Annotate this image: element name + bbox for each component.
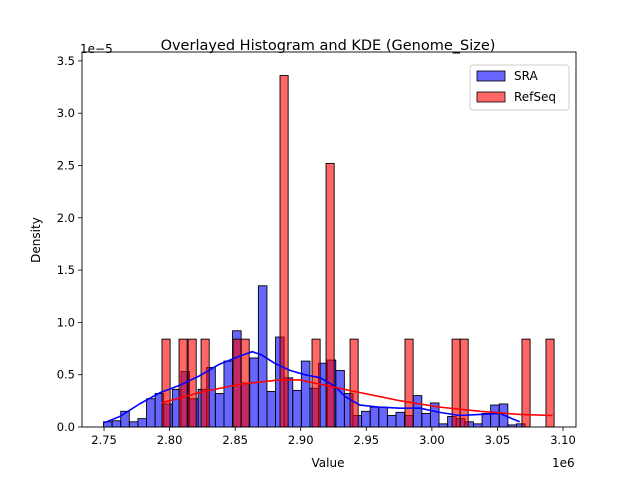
refseq-bar [187,338,197,428]
sra-bar [128,421,139,428]
legend-label-sra: SRA [514,69,538,83]
refseq-bars [161,75,555,428]
x-tick-label: 3.00 [419,433,445,447]
sra-bar [378,406,388,428]
y-tick-label: 3.5 [57,54,75,68]
refseq-bar [459,338,469,428]
refseq-bar [404,338,414,428]
sra-bar [249,357,259,428]
legend-swatch-sra [476,70,506,82]
x-axis-multiplier: 1e6 [552,456,575,470]
sra-bar [386,415,397,428]
x-tick-label: 2.80 [157,433,183,447]
sra-bar [137,418,147,428]
sra-bar [421,412,431,428]
legend-swatch-refseq [476,91,506,103]
refseq-bar [349,338,359,428]
legend: SRA RefSeq [469,64,570,111]
sra-bar [369,406,380,428]
x-axis-label: Value [312,456,345,470]
y-tick-label: 0.5 [57,368,75,382]
sra-bar [292,389,302,428]
sra-kde-line [103,350,521,424]
x-tick-label: 3.05 [485,433,511,447]
y-tick-label: 2.0 [57,211,75,225]
y-axis-multiplier: 1e−5 [80,42,113,56]
kde-lines [103,350,553,424]
y-tick-label: 0.0 [57,420,75,434]
sra-bar [300,360,311,428]
sra-bar [111,420,122,428]
x-tick-label: 2.95 [354,433,380,447]
y-tick-label: 3.0 [57,106,75,120]
sra-bar [472,423,483,428]
refseq-bar [161,338,171,428]
refseq-kde-line [161,379,553,417]
sra-bar [481,412,492,428]
x-tick-label: 2.90 [288,433,314,447]
sra-bar [438,423,449,428]
plot-frame [81,51,577,428]
sra-bar [490,404,500,428]
x-axis: 2.75 2.80 2.85 2.90 2.95 3.00 3.05 3.10 [91,427,576,447]
sra-bar [335,370,345,428]
legend-label-refseq: RefSeq [514,90,556,104]
refseq-bar [279,75,289,428]
sra-bar [395,411,406,428]
y-axis-label: Density [29,217,43,263]
sra-bar [223,360,233,428]
sra-bar [266,390,277,428]
y-tick-label: 1.5 [57,263,75,277]
y-tick-label: 2.5 [57,158,75,172]
x-tick-label: 3.10 [550,433,576,447]
x-tick-label: 2.75 [91,433,117,447]
refseq-bar [545,338,555,428]
y-tick-label: 1.0 [57,315,75,329]
sra-bar [146,398,156,428]
sra-bar [412,395,423,428]
y-axis: 0.0 0.5 1.0 1.5 2.0 2.5 3.0 3.5 [57,54,82,434]
sra-bar [361,410,371,428]
refseq-bar [200,338,210,428]
x-tick-label: 2.85 [222,433,248,447]
chart-title: Overlayed Histogram and KDE (Genome_Size… [161,38,496,54]
refseq-bar [232,338,242,428]
sra-bar [214,393,225,428]
